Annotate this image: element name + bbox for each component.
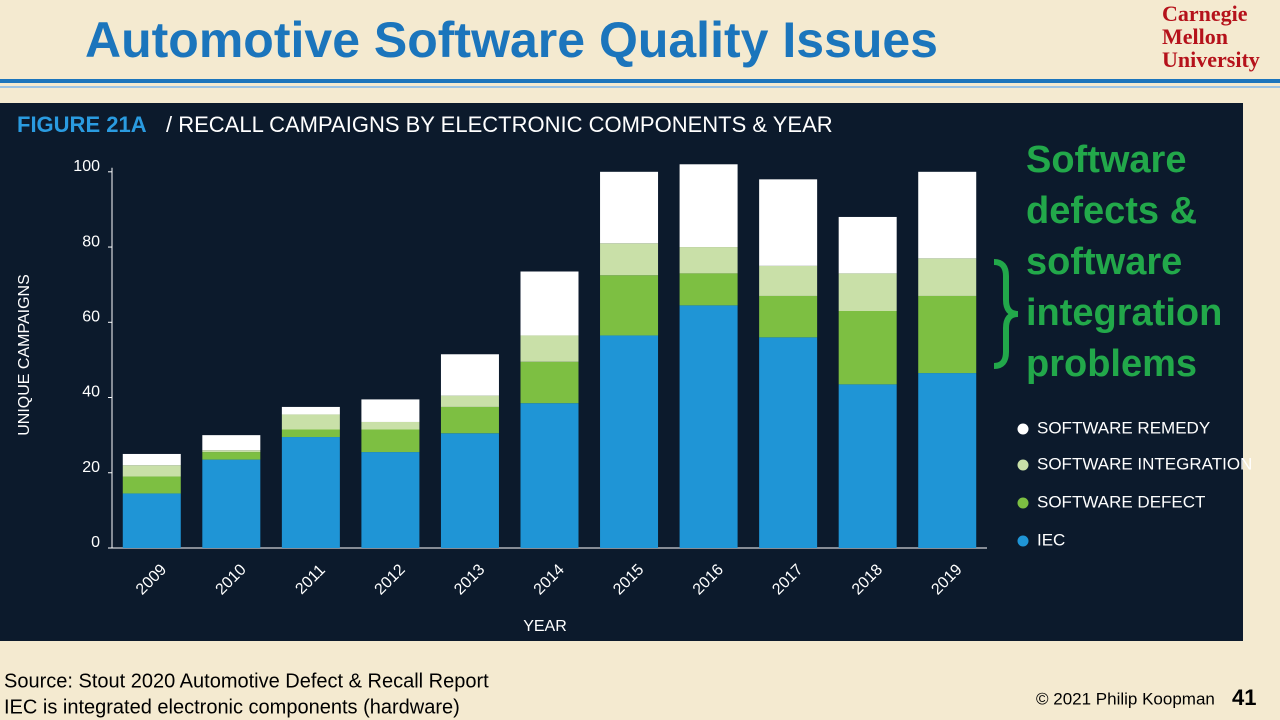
y-tick-label: 60 — [82, 309, 100, 326]
bar-segment — [679, 305, 738, 548]
logo-text: Mellon — [1162, 24, 1228, 49]
bar-segment — [281, 414, 340, 430]
annotation-text: integration — [1026, 292, 1222, 334]
y-tick-label: 80 — [82, 233, 100, 250]
bar-segment — [838, 216, 897, 274]
bar-segment — [600, 275, 659, 336]
bar-segment — [122, 476, 181, 494]
bar-segment — [520, 271, 579, 336]
bar-segment — [918, 258, 977, 296]
bar-segment — [679, 164, 738, 248]
brace — [993, 259, 1019, 369]
bar-segment — [440, 406, 499, 434]
bar-segment — [520, 403, 579, 548]
legend-swatch — [1017, 497, 1029, 509]
chart-title: / RECALL CAMPAIGNS BY ELECTRONIC COMPONE… — [166, 112, 833, 137]
bar-segment — [759, 265, 818, 296]
bar-segment — [361, 429, 420, 453]
bar-segment — [759, 179, 818, 266]
x-axis-label: YEAR — [523, 618, 567, 635]
bar-segment — [600, 335, 659, 548]
bar-segment — [520, 335, 579, 362]
bar-segment — [918, 373, 977, 548]
bar-segment — [361, 399, 420, 422]
bar-segment — [202, 435, 261, 451]
bar-segment — [918, 295, 977, 374]
legend-swatch — [1017, 459, 1029, 471]
annotation-text: problems — [1026, 343, 1197, 385]
bar-segment — [759, 295, 818, 338]
y-axis-label: UNIQUE CAMPAIGNS — [16, 274, 33, 436]
bar-segment — [679, 247, 738, 274]
bar-segment — [122, 465, 181, 477]
logo-text: Carnegie — [1162, 1, 1248, 26]
page-number: 41 — [1232, 685, 1256, 710]
bar-segment — [281, 429, 340, 438]
logo-text: University — [1162, 47, 1260, 72]
legend-swatch — [1017, 423, 1029, 435]
bar-segment — [838, 311, 897, 385]
bar-segment — [122, 453, 181, 466]
bar-segment — [202, 452, 261, 460]
source-text: Source: Stout 2020 Automotive Defect & R… — [4, 670, 489, 692]
annotation-text: Software — [1026, 139, 1186, 181]
bar-segment — [440, 395, 499, 407]
y-tick-label: 20 — [82, 459, 100, 476]
bar-segment — [440, 433, 499, 548]
bar-segment — [281, 437, 340, 548]
bar-segment — [838, 273, 897, 311]
copyright: © 2021 Philip Koopman — [1036, 689, 1215, 708]
bar-segment — [600, 243, 659, 276]
bar-segment — [600, 171, 659, 244]
y-tick-label: 40 — [82, 384, 100, 401]
annotation-text: software — [1026, 241, 1182, 283]
bar-segment — [361, 421, 420, 430]
bar-segment — [202, 459, 261, 548]
bar-segment — [838, 384, 897, 548]
legend-swatch — [1017, 535, 1029, 547]
bar-segment — [759, 337, 818, 548]
figure-label: FIGURE 21A — [17, 112, 147, 137]
bar-segment — [440, 354, 499, 396]
y-tick-label: 100 — [73, 158, 100, 175]
bar-segment — [122, 493, 181, 548]
bar-segment — [918, 171, 977, 259]
bar-segment — [520, 361, 579, 404]
legend-label: IEC — [1037, 530, 1065, 549]
y-tick-label: 0 — [91, 534, 100, 551]
legend-label: SOFTWARE REMEDY — [1037, 418, 1210, 437]
bar-segment — [679, 273, 738, 306]
bar-segment — [281, 406, 340, 415]
slide-title: Automotive Software Quality Issues — [85, 12, 938, 68]
annotation-text: defects & — [1026, 190, 1197, 232]
legend-label: SOFTWARE INTEGRATION — [1037, 454, 1252, 473]
source-text: IEC is integrated electronic components … — [4, 696, 460, 718]
bar-segment — [202, 450, 261, 453]
bar-segment — [361, 452, 420, 548]
legend-label: SOFTWARE DEFECT — [1037, 492, 1205, 511]
